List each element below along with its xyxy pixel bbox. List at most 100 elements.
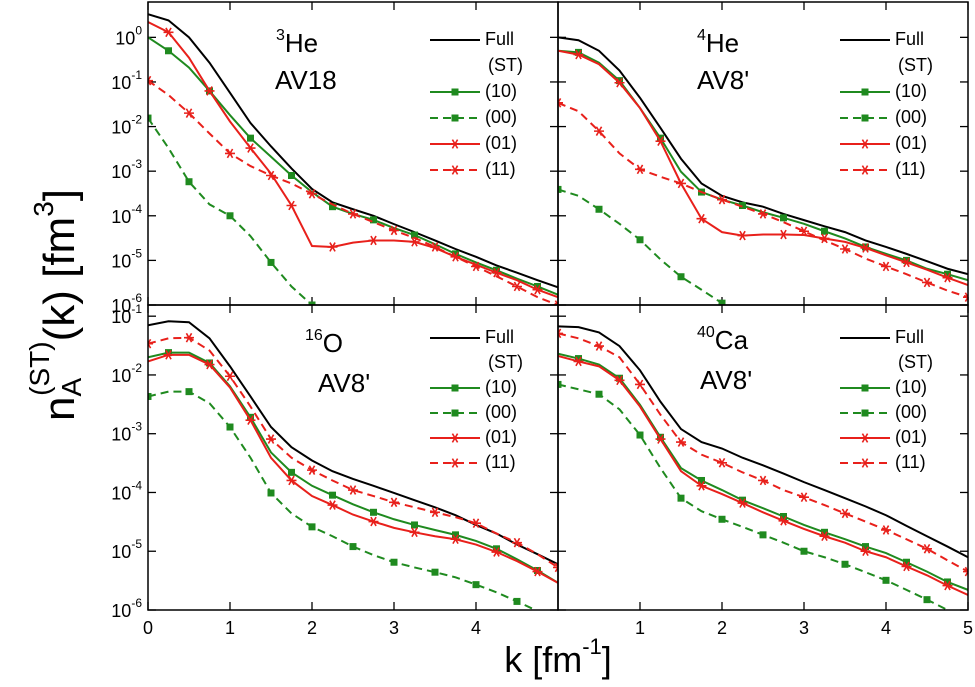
- marker: [329, 491, 336, 499]
- y-tick-base: 10: [111, 117, 131, 137]
- marker: [780, 214, 787, 222]
- marker: [657, 134, 664, 142]
- series-line: [148, 117, 314, 305]
- marker: [452, 531, 459, 539]
- marker: [800, 547, 808, 555]
- x-tick-label: 1: [225, 618, 235, 638]
- element-symbol: Ca: [715, 325, 749, 355]
- marker: [266, 170, 276, 181]
- marker: [225, 371, 235, 382]
- marker: [430, 507, 440, 518]
- marker: [901, 561, 912, 572]
- marker: [558, 380, 562, 388]
- series-line: [148, 21, 558, 299]
- legend-label: (01): [485, 427, 517, 447]
- y-tick-power: -3: [131, 420, 142, 434]
- marker: [944, 270, 951, 278]
- legend-label: Full: [485, 327, 514, 347]
- marker: [204, 86, 215, 96]
- marker: [778, 229, 789, 240]
- series-line: [558, 355, 968, 596]
- legend-label: (10): [895, 81, 927, 101]
- x-axis-label: k [fm-1]: [504, 634, 612, 680]
- y-tick-label: 10-4: [111, 202, 142, 227]
- y-tick-power: -2: [131, 113, 142, 127]
- marker: [370, 216, 377, 224]
- marker: [903, 256, 910, 264]
- marker: [963, 566, 968, 577]
- marker: [737, 230, 748, 241]
- marker: [595, 205, 603, 213]
- marker: [184, 108, 194, 118]
- marker: [819, 531, 830, 542]
- marker: [163, 27, 174, 38]
- y-label-rest: (k) [fm: [35, 217, 84, 342]
- marker: [555, 617, 562, 624]
- legend-title: (ST): [898, 352, 933, 372]
- legend-label: (01): [895, 133, 927, 153]
- marker: [655, 136, 666, 146]
- marker: [226, 423, 234, 431]
- x-tick-label: 2: [307, 618, 317, 638]
- marker: [573, 356, 584, 367]
- marker: [471, 261, 481, 272]
- marker: [558, 328, 563, 339]
- y-tick-label: 10-6: [111, 291, 142, 316]
- mass-number: 3: [276, 27, 285, 44]
- marker: [512, 281, 522, 292]
- legend-marker: [861, 409, 869, 417]
- marker: [922, 543, 932, 554]
- y-tick-base: 10: [111, 251, 131, 271]
- annotation-potential: AV8': [318, 368, 370, 398]
- marker: [553, 562, 558, 573]
- marker: [411, 521, 418, 529]
- y-tick-power: -1: [131, 68, 142, 82]
- legend-label: (11): [895, 159, 926, 179]
- marker: [472, 581, 480, 589]
- marker: [758, 475, 768, 486]
- legend-marker: [450, 165, 460, 175]
- legend-marker: [861, 114, 869, 122]
- annotation-potential: AV18: [275, 65, 337, 95]
- y-label-sub: A: [56, 378, 87, 397]
- marker: [452, 250, 459, 258]
- marker: [411, 231, 418, 239]
- y-tick-label: 10-2: [111, 361, 142, 386]
- y-tick-label: 10-3: [111, 420, 142, 445]
- marker: [636, 431, 644, 439]
- marker: [307, 189, 317, 199]
- y-tick-power: -6: [131, 291, 142, 305]
- legend-label: (10): [485, 81, 517, 101]
- marker: [368, 516, 379, 527]
- y-tick-label: 10-5: [111, 247, 142, 272]
- y-tick-label: 10-3: [111, 157, 142, 182]
- marker: [206, 359, 213, 367]
- y-tick-base: 10: [111, 483, 131, 503]
- x-tick-label: 3: [799, 618, 809, 638]
- marker: [676, 178, 686, 189]
- legend-title: (ST): [898, 55, 933, 75]
- marker: [558, 98, 563, 108]
- marker: [286, 200, 297, 211]
- legend-title: (ST): [488, 352, 523, 372]
- marker: [148, 338, 153, 349]
- marker: [513, 597, 521, 605]
- marker: [963, 292, 968, 302]
- y-tick-base: 10: [111, 296, 131, 316]
- y-tick-label: 10-4: [111, 479, 142, 504]
- marker: [245, 415, 256, 425]
- marker: [922, 277, 932, 288]
- y-tick-base: 10: [111, 307, 131, 327]
- marker: [840, 508, 850, 519]
- legend-title: (ST): [488, 55, 523, 75]
- series-line: [148, 13, 558, 289]
- marker: [942, 272, 953, 283]
- annotation-potential: AV8': [697, 65, 749, 95]
- marker: [635, 164, 645, 175]
- y-tick-power: 0: [135, 24, 142, 38]
- marker: [759, 531, 767, 539]
- marker: [696, 480, 707, 491]
- legend-marker: [860, 433, 870, 443]
- marker: [431, 568, 439, 576]
- marker: [698, 476, 705, 484]
